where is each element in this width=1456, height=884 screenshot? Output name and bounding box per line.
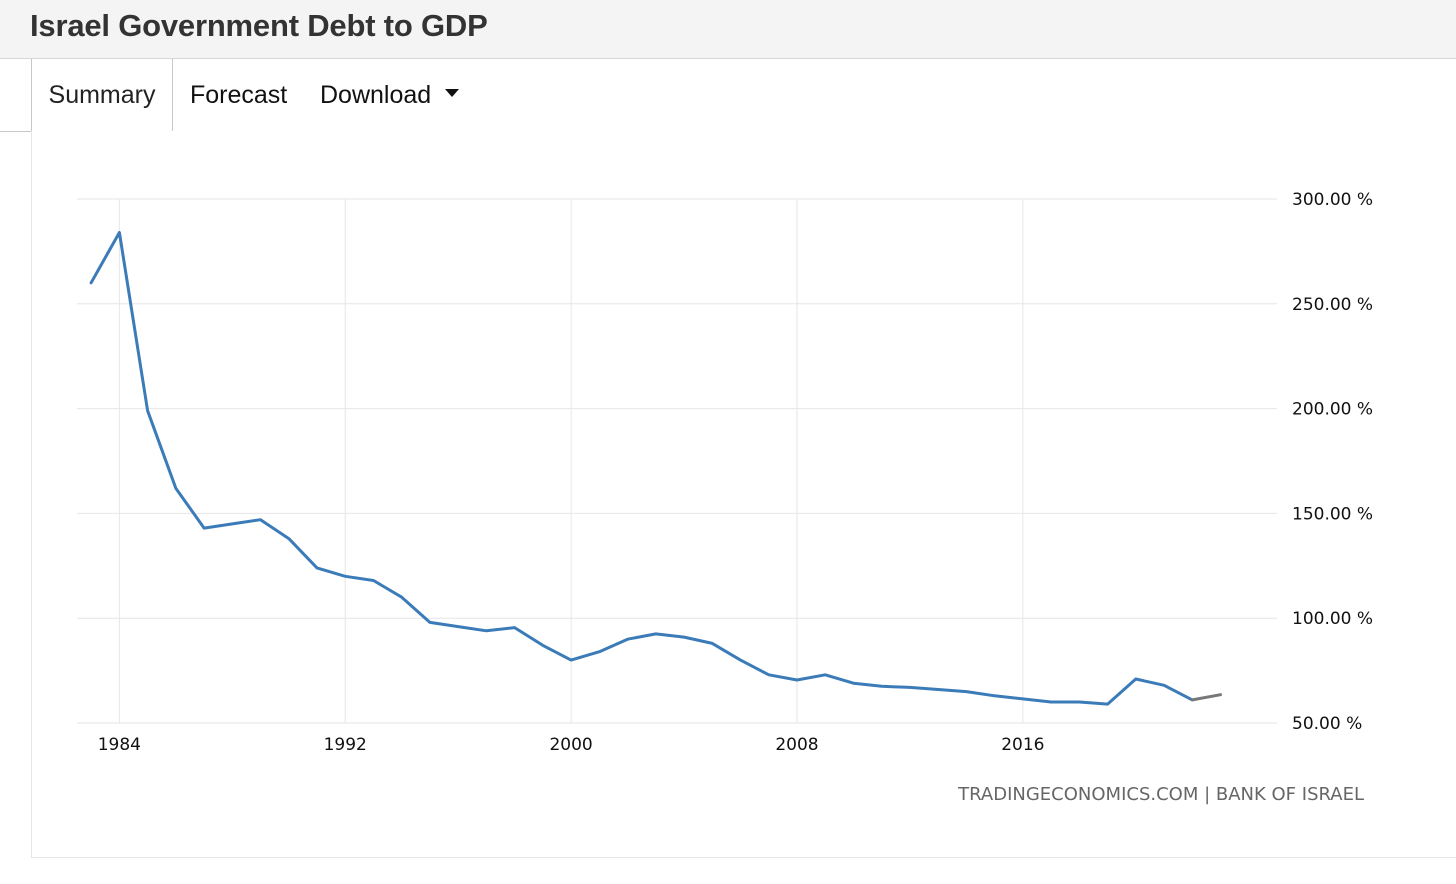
x-tick-label: 1984	[98, 735, 141, 755]
chevron-down-icon	[445, 89, 460, 98]
page-title: Israel Government Debt to GDP	[30, 8, 488, 43]
x-tick-label: 1992	[324, 735, 367, 755]
tab-forecast[interactable]: Forecast	[190, 81, 288, 109]
series-line-actual	[89, 231, 1194, 706]
y-tick-label: 50.00 %	[1292, 714, 1362, 734]
y-tick-label: 150.00 %	[1292, 504, 1373, 524]
tab-download-label: Download	[320, 81, 432, 109]
title-bar: Israel Government Debt to GDP	[0, 0, 1456, 59]
source-credit: TRADINGECONOMICS.COM | BANK OF ISRAEL	[958, 784, 1364, 805]
tab-summary[interactable]: Summary	[31, 59, 173, 132]
line-chart: 50.00 % 100.00 % 150.00 % 200.00 % 250.00 % 3…	[77, 190, 1373, 755]
y-tick-label: 100.00 %	[1292, 609, 1373, 629]
y-tick-label: 200.00 %	[1292, 400, 1373, 420]
y-tick-label: 300.00 %	[1292, 190, 1373, 210]
chart-panel: 50.00 % 100.00 % 150.00 % 200.00 % 250.00 % 3…	[31, 131, 1456, 858]
series-line-forecast	[1190, 693, 1222, 702]
x-tick-label: 2016	[1001, 735, 1044, 755]
tab-bar: Summary Forecast Download	[0, 59, 1456, 132]
y-tick-label: 250.00 %	[1292, 295, 1373, 315]
x-tick-label: 2008	[775, 735, 818, 755]
x-tick-label: 2000	[549, 735, 592, 755]
tab-download[interactable]: Download	[320, 59, 460, 131]
